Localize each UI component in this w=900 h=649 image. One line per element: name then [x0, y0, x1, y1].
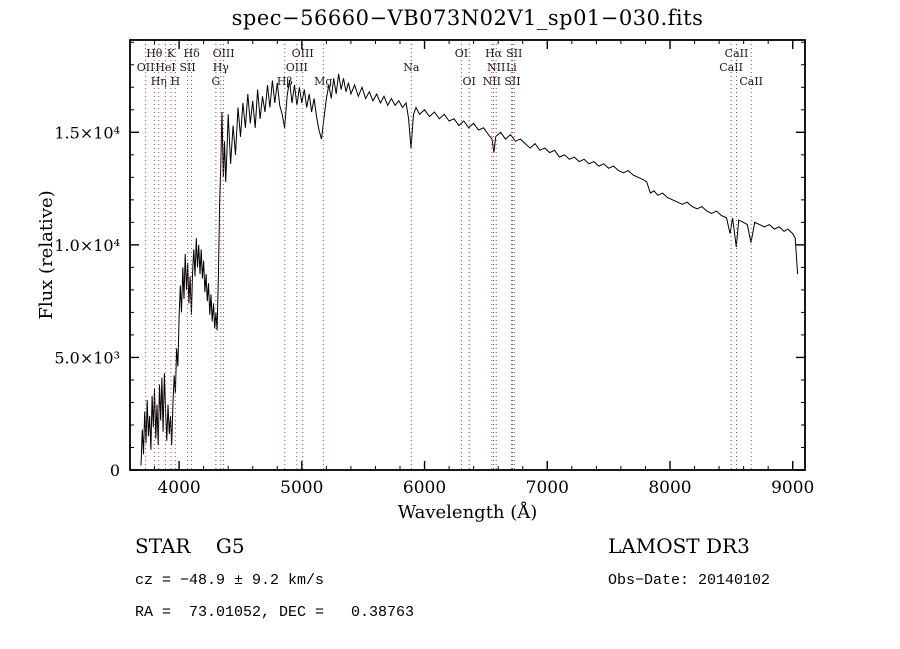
spectral-line-label: OI — [463, 75, 476, 88]
y-tick-label: 0 — [110, 461, 120, 480]
x-tick-label: 5000 — [280, 478, 323, 498]
spectrum-trace — [140, 73, 799, 466]
spectral-line-label: SII — [504, 75, 520, 88]
spectral-line-label: HeI — [155, 61, 175, 74]
ra-dec-text: RA = 73.01052, DEC = 0.38763 — [135, 604, 415, 621]
spectral-line-label: H — [171, 75, 181, 88]
spectral-line-label: SII — [506, 47, 522, 60]
x-tick-label: 4000 — [157, 478, 200, 498]
survey-label: LAMOST DR3 — [608, 534, 750, 558]
spectral-line-label: OIII — [292, 47, 314, 60]
spectral-line-label: Hδ — [183, 47, 200, 60]
chart-title: spec−56660−VB073N02V1_sp01−030.fits — [231, 6, 704, 30]
y-tick-label: 5.0×10³ — [54, 348, 120, 367]
spectral-line-label: Hη — [151, 75, 167, 88]
obs-date-text: Obs−Date: 20140102 — [608, 572, 771, 589]
x-tick-label: 7000 — [526, 478, 569, 498]
spectral-line-label: Hα — [485, 47, 503, 60]
spectral-line-label: Li — [506, 61, 517, 74]
spectral-line-label: OII — [137, 61, 155, 74]
x-tick-label: 9000 — [771, 478, 814, 498]
radial-velocity-text: cz = −48.9 ± 9.2 km/s — [135, 572, 325, 589]
spectrum-chart: OIIHθHηHeIKHSIIHδGHγOIIIHβOIIIOIIIMgNaOI… — [36, 39, 814, 523]
spectral-line-label: OIII — [213, 47, 235, 60]
spectral-line-label: CaII — [725, 47, 749, 60]
spectral-line-label: CaII — [719, 61, 743, 74]
spectral-line-label: NII — [483, 75, 501, 88]
spectral-line-label: Hθ — [146, 47, 163, 60]
x-tick-label: 6000 — [403, 478, 446, 498]
y-tick-label: 1.5×10⁴ — [54, 123, 120, 142]
spectral-line-label: CaII — [739, 75, 763, 88]
spectral-line-label: G — [212, 75, 221, 88]
spectral-line-label: K — [167, 47, 176, 60]
spectral-line-label: SII — [179, 61, 195, 74]
spectral-line-label: Hβ — [277, 75, 293, 88]
spectral-line-label: NII — [487, 61, 505, 74]
y-tick-label: 1.0×10⁴ — [54, 236, 120, 255]
x-tick-label: 8000 — [648, 478, 691, 498]
spectral-line-label: Hγ — [213, 61, 230, 74]
y-axis-label: Flux (relative) — [36, 190, 57, 319]
classification-label: STAR G5 — [135, 534, 245, 558]
spectral-line-label: OIII — [286, 61, 308, 74]
x-axis-label: Wavelength (Å) — [398, 501, 538, 523]
spectral-line-label: Na — [403, 61, 420, 74]
spectral-line-label: OI — [455, 47, 468, 60]
spectral-line-label: Mg — [314, 75, 332, 88]
plot-frame — [129, 39, 806, 471]
